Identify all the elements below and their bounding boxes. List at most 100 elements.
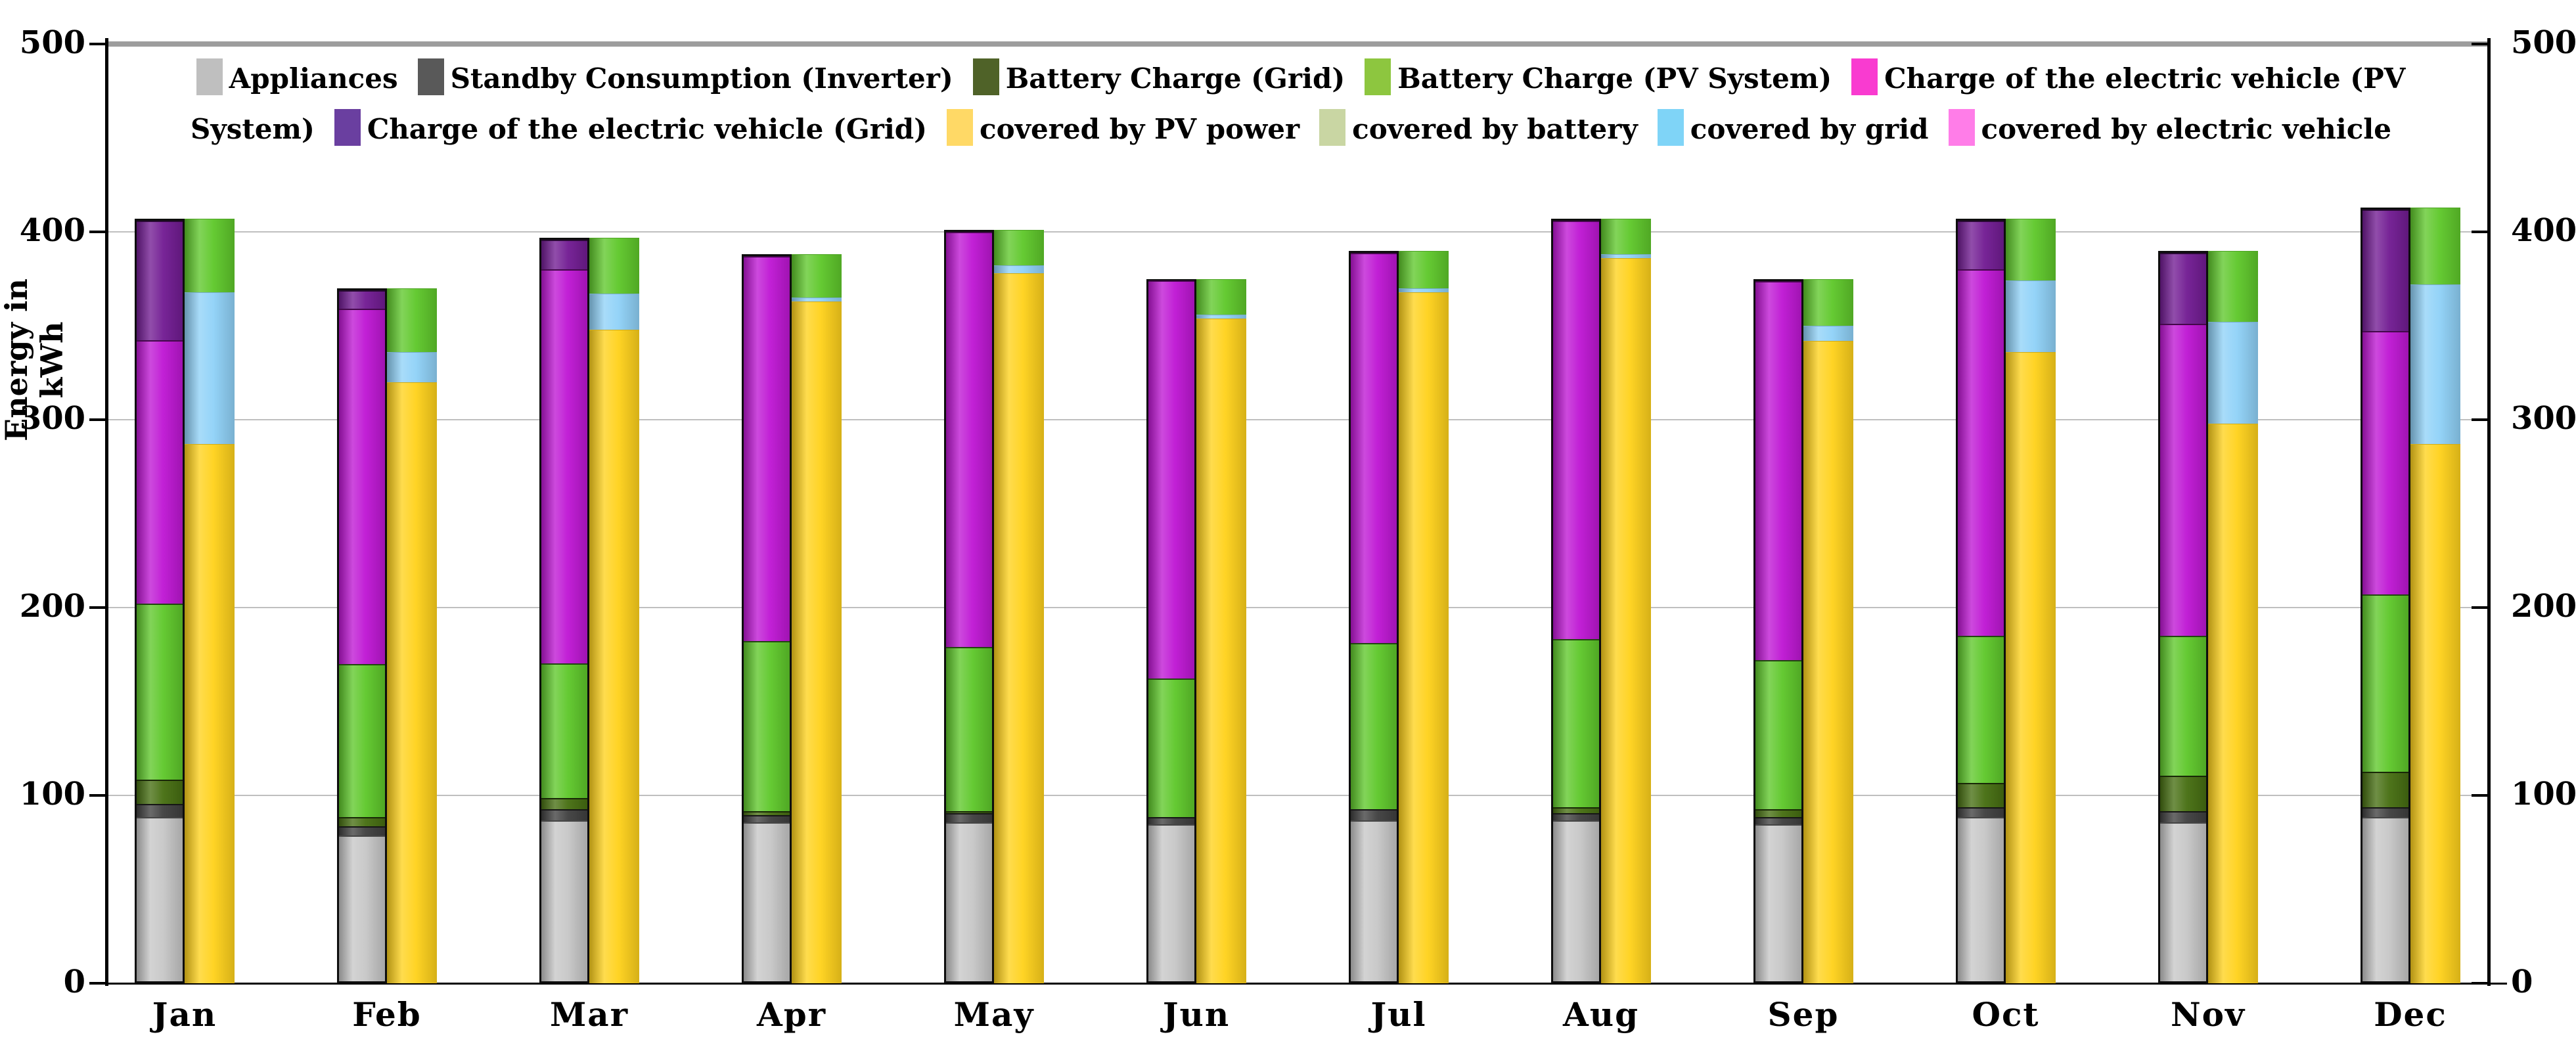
segment-appliances <box>1958 816 2004 982</box>
y-tick-left-300 <box>89 418 106 421</box>
y-tick-left-400 <box>89 231 106 233</box>
segment-charge-of-the-electric-vehicle-grid <box>137 221 183 341</box>
legend-label: Standby Consumption (Inverter) <box>450 62 953 95</box>
bar-consumption-jan <box>135 218 185 983</box>
y-tick-label-right-0: 0 <box>2511 964 2533 1000</box>
legend-swatch-icon <box>334 109 361 146</box>
y-axis-line-left <box>105 38 108 986</box>
gridline-500 <box>106 41 2489 47</box>
bar-consumption-nov <box>2158 250 2208 983</box>
x-category-label-nov: Nov <box>2170 995 2246 1034</box>
bar-coverage-feb <box>387 288 437 984</box>
y-tick-right-200 <box>2472 606 2489 609</box>
segment-covered-by-battery <box>2006 219 2056 281</box>
legend-label: covered by grid <box>1690 113 1929 145</box>
segment-covered-by-pv-power <box>387 382 437 984</box>
bar-coverage-aug <box>1601 219 1651 983</box>
bar-coverage-dec <box>2410 207 2460 983</box>
x-category-label-jul: Jul <box>1370 995 1427 1034</box>
segment-charge-of-the-electric-vehicle-pv-system <box>137 340 183 604</box>
segment-covered-by-battery <box>2208 250 2258 322</box>
segment-battery-charge-pv-system <box>1553 639 1599 808</box>
segment-battery-charge-grid <box>541 798 587 810</box>
segment-standby-consumption-inverter <box>1351 809 1397 821</box>
segment-covered-by-pv-power <box>1601 258 1651 983</box>
segment-appliances <box>137 816 183 982</box>
segment-covered-by-grid <box>2006 280 2056 353</box>
x-category-label-oct: Oct <box>1972 995 2040 1034</box>
segment-standby-consumption-inverter <box>744 814 790 823</box>
legend-item-appliances: Appliances <box>177 58 398 95</box>
segment-covered-by-grid <box>1196 314 1246 319</box>
segment-charge-of-the-electric-vehicle-grid <box>2160 252 2206 324</box>
bar-coverage-jan <box>185 219 235 983</box>
segment-standby-consumption-inverter <box>2362 807 2408 817</box>
y-tick-label-left-300: 300 <box>19 400 85 437</box>
segment-covered-by-pv-power <box>792 301 842 984</box>
segment-battery-charge-pv-system <box>137 604 183 780</box>
bar-consumption-sep <box>1753 278 1803 983</box>
segment-standby-consumption-inverter <box>1553 812 1599 821</box>
segment-covered-by-battery <box>387 288 437 353</box>
segment-charge-of-the-electric-vehicle-pv-system <box>1351 252 1397 644</box>
gridline-400 <box>106 231 2489 233</box>
legend-swatch-icon <box>947 109 974 146</box>
segment-battery-charge-grid <box>1958 783 2004 808</box>
y-tick-label-right-400: 400 <box>2511 212 2576 249</box>
segment-battery-charge-pv-system <box>1958 635 2004 784</box>
segment-standby-consumption-inverter <box>946 812 992 823</box>
y-tick-right-300 <box>2472 418 2489 421</box>
segment-appliances <box>1148 824 1194 981</box>
x-category-label-feb: Feb <box>352 995 422 1034</box>
segment-battery-charge-pv-system <box>1148 678 1194 818</box>
legend-swatch-icon <box>1657 109 1684 146</box>
bar-consumption-jul <box>1349 250 1399 983</box>
segment-charge-of-the-electric-vehicle-grid <box>2362 209 2408 331</box>
bar-coverage-mar <box>589 237 639 984</box>
segment-standby-consumption-inverter <box>2160 811 2206 823</box>
segment-charge-of-the-electric-vehicle-pv-system <box>339 309 385 664</box>
legend-item-standby-consumption-inverter: Standby Consumption (Inverter) <box>398 58 953 95</box>
segment-charge-of-the-electric-vehicle-pv-system <box>744 256 790 642</box>
segment-appliances <box>1553 820 1599 981</box>
segment-charge-of-the-electric-vehicle-grid <box>1958 220 2004 269</box>
chart-legend: Appliances Standby Consumption (Inverter)… <box>122 53 2460 154</box>
segment-charge-of-the-electric-vehicle-pv-system <box>541 269 587 664</box>
bar-coverage-jun <box>1196 278 1246 984</box>
segment-covered-by-pv-power <box>185 444 235 983</box>
legend-label: covered by electric vehicle <box>1981 113 2391 145</box>
x-category-label-mar: Mar <box>549 995 629 1034</box>
segment-covered-by-battery <box>2410 207 2460 285</box>
bar-coverage-apr <box>792 254 842 984</box>
segment-covered-by-battery <box>185 219 235 292</box>
segment-battery-charge-grid <box>339 816 385 827</box>
legend-label: Charge of the electric vehicle (Grid) <box>367 113 928 145</box>
y-tick-label-left-400: 400 <box>19 212 85 249</box>
y-tick-label-left-500: 500 <box>19 24 85 61</box>
gridline-300 <box>106 419 2489 420</box>
gridline-100 <box>106 795 2489 796</box>
legend-item-charge-of-the-electric-vehicle-pv-system: Charge of the electric vehicle (PV Syste… <box>191 58 2405 145</box>
x-axis-line <box>99 983 2507 985</box>
segment-covered-by-battery <box>589 237 639 294</box>
bar-consumption-oct <box>1956 218 2006 983</box>
bar-consumption-jun <box>1146 278 1196 983</box>
segment-battery-charge-pv-system <box>1755 659 1801 810</box>
segment-charge-of-the-electric-vehicle-pv-system <box>1755 280 1801 661</box>
bar-consumption-feb <box>337 288 387 983</box>
legend-swatch-icon <box>1319 109 1346 146</box>
segment-charge-of-the-electric-vehicle-pv-system <box>2362 330 2408 595</box>
segment-charge-of-the-electric-vehicle-pv-system <box>1958 269 2004 636</box>
segment-covered-by-grid <box>1399 288 1449 292</box>
segment-battery-charge-pv-system <box>2362 594 2408 772</box>
segment-covered-by-grid <box>387 352 437 382</box>
segment-covered-by-grid <box>994 265 1044 274</box>
y-tick-right-400 <box>2472 231 2489 233</box>
bar-coverage-oct <box>2006 219 2056 983</box>
legend-item-covered-by-battery: covered by battery <box>1299 109 1638 146</box>
segment-appliances <box>2160 822 2206 981</box>
bar-coverage-sep <box>1803 278 1853 984</box>
segment-battery-charge-grid <box>946 811 992 813</box>
legend-label: Battery Charge (Grid) <box>1005 62 1345 95</box>
